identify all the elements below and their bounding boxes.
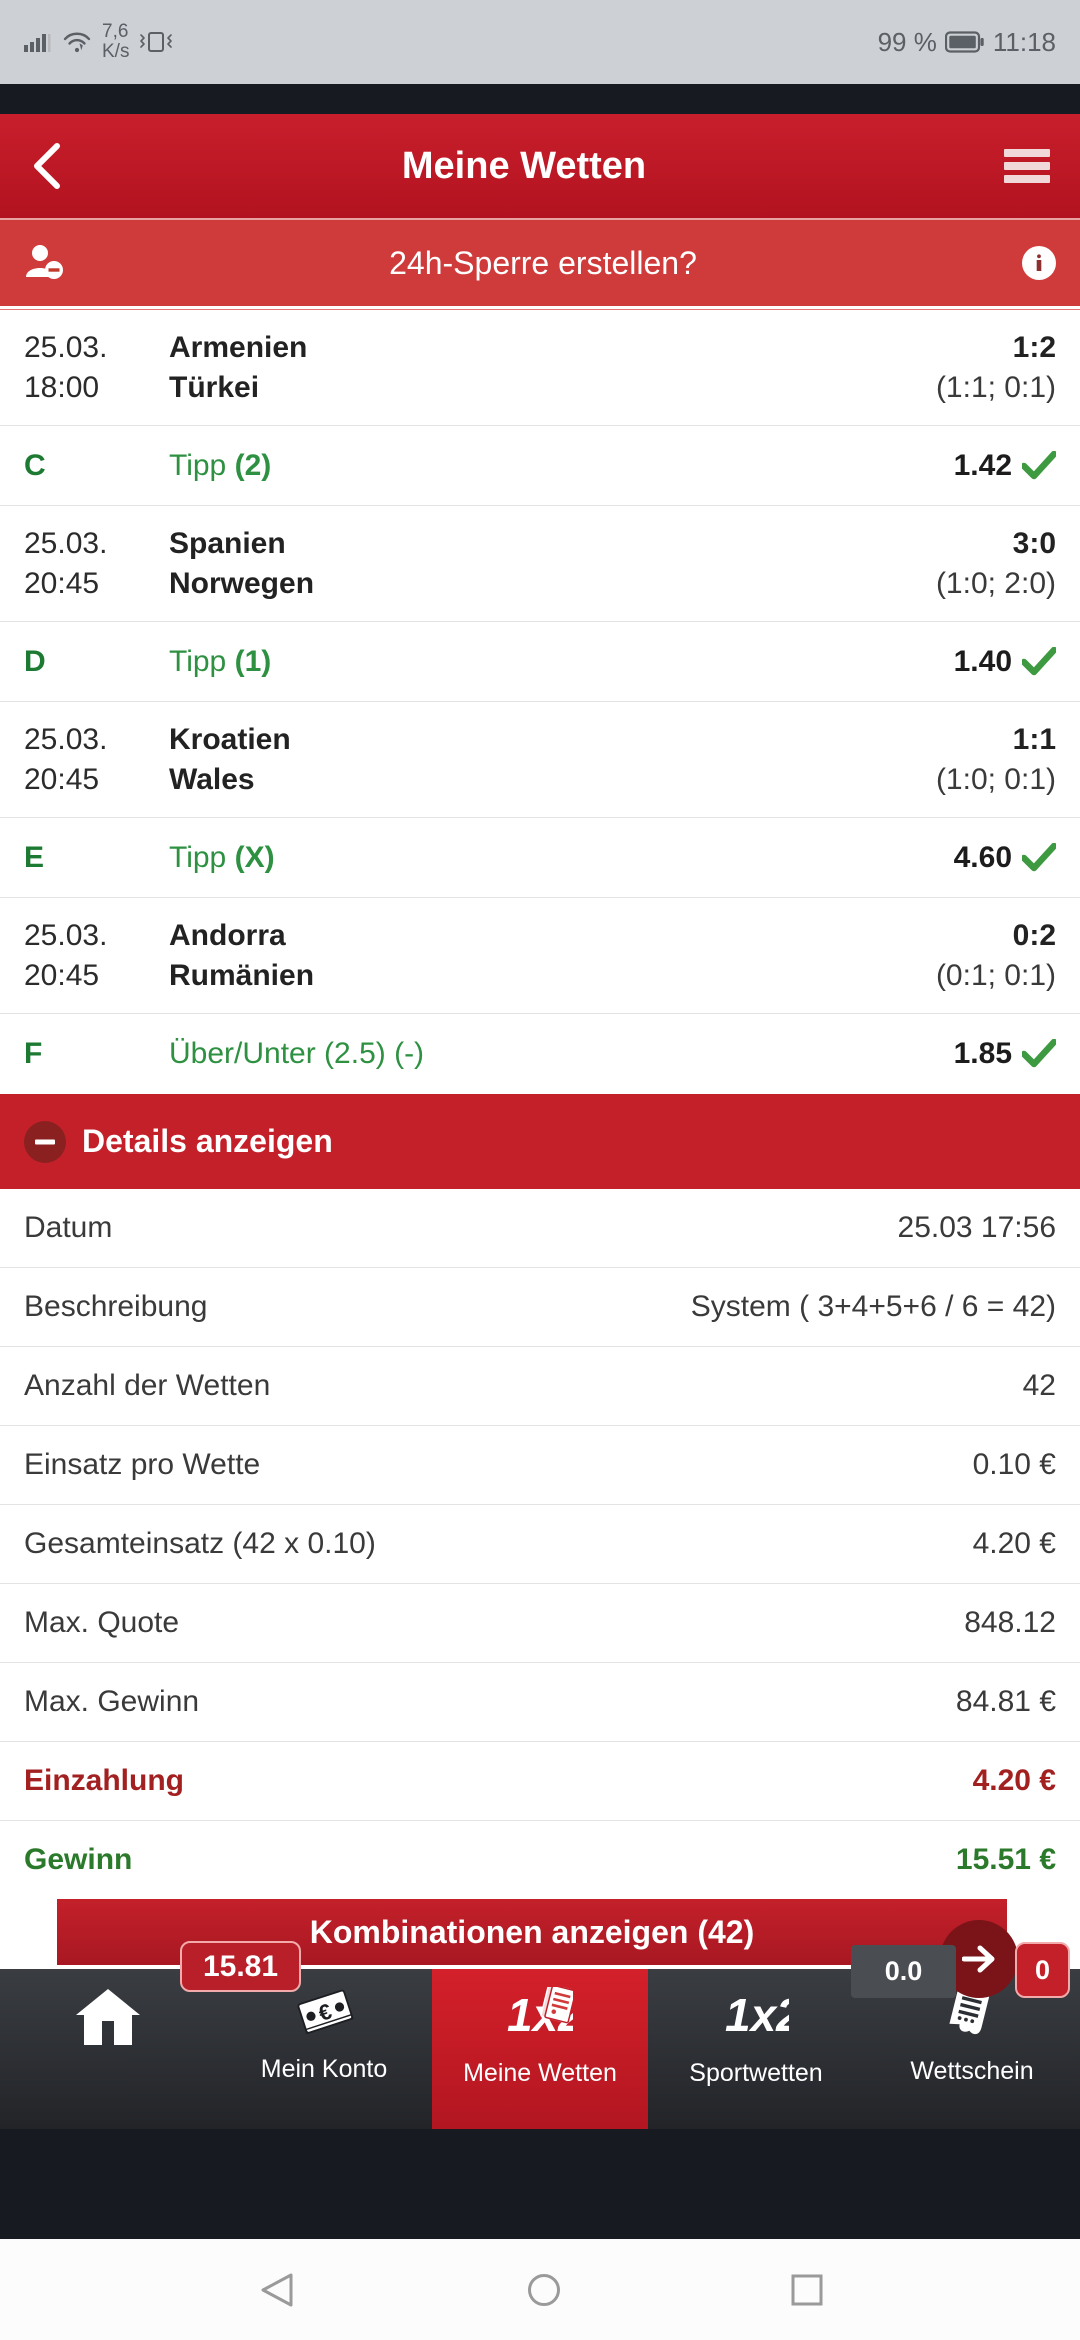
- svg-text:1x2: 1x2: [725, 1989, 789, 2041]
